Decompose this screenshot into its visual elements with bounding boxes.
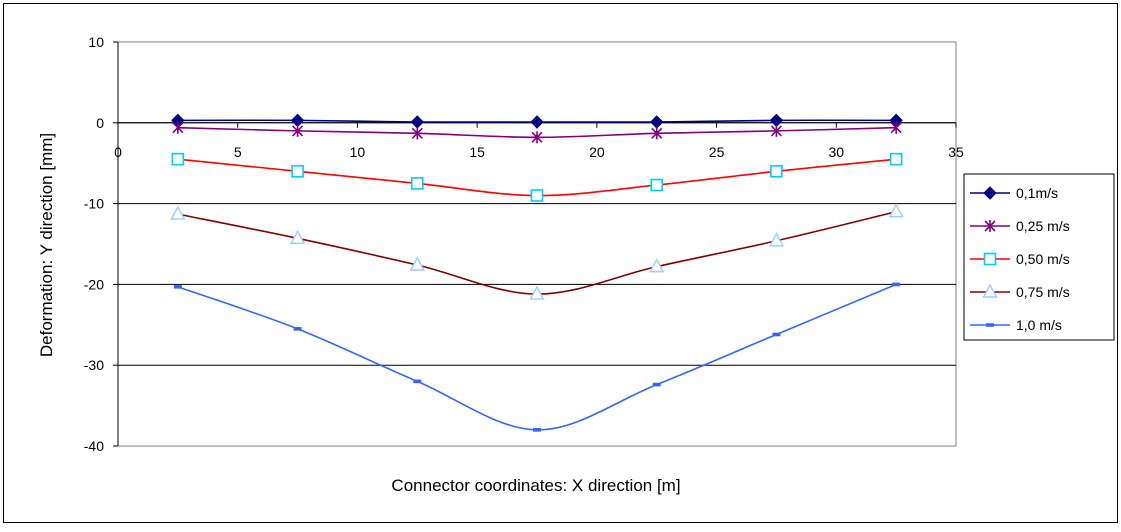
- x-tick-label: 0: [114, 144, 122, 160]
- y-tick-label: 10: [88, 34, 104, 50]
- data-point-marker: [292, 124, 304, 137]
- data-point-marker: [411, 127, 423, 140]
- data-point-marker: [892, 282, 901, 287]
- data-point-marker: [650, 178, 664, 192]
- y-tick-label: 0: [96, 115, 104, 131]
- data-point-marker: [413, 379, 422, 384]
- x-tick-label: 15: [469, 144, 485, 160]
- x-tick-label: 25: [709, 144, 725, 160]
- y-axis-title: Deformation: Y direction [mm]: [37, 133, 56, 357]
- data-point-marker: [984, 220, 996, 232]
- data-point-marker: [651, 127, 663, 140]
- data-point-marker: [410, 177, 424, 190]
- data-point-marker: [982, 283, 998, 298]
- data-point-marker: [533, 428, 541, 432]
- x-axis-title: Connector coordinates: X direction [m]: [391, 476, 680, 495]
- data-point-marker: [772, 332, 781, 337]
- data-point-marker: [983, 186, 997, 200]
- plot-area: [117, 41, 957, 447]
- data-point-marker: [530, 115, 544, 129]
- data-point-marker: [170, 205, 186, 220]
- data-point-marker: [529, 285, 545, 300]
- legend-label: 0,1m/s: [1016, 185, 1058, 201]
- legend-item: 0,25 m/s: [970, 218, 1070, 234]
- legend-label: 0,75 m/s: [1016, 284, 1070, 300]
- data-point-marker: [768, 232, 785, 247]
- data-point-marker: [530, 189, 544, 202]
- legend-label: 0,25 m/s: [1016, 218, 1070, 234]
- data-point-marker: [890, 121, 902, 134]
- legend-label: 0,50 m/s: [1016, 251, 1070, 267]
- series-layer: [170, 113, 904, 432]
- series-2: [172, 121, 902, 144]
- x-tick-label: 30: [828, 144, 844, 160]
- legend-item: 0,1m/s: [970, 185, 1058, 201]
- y-tick-label: -30: [84, 357, 104, 373]
- data-point-marker: [888, 203, 904, 218]
- series-3: [171, 152, 903, 202]
- data-point-marker: [983, 252, 997, 266]
- y-tick-label: -10: [84, 196, 104, 212]
- x-tick-label: 20: [589, 144, 605, 160]
- data-point-marker: [531, 131, 543, 144]
- data-point-marker: [986, 323, 994, 327]
- x-tick-label: 5: [234, 144, 242, 160]
- data-point-marker: [289, 229, 306, 245]
- data-point-marker: [409, 256, 425, 271]
- data-point-marker: [173, 285, 182, 289]
- data-point-marker: [770, 164, 783, 178]
- y-tick-label: -20: [84, 276, 104, 292]
- legend-item: 1,0 m/s: [970, 317, 1062, 333]
- legend: 0,1m/s 0,25 m/s 0,50 m/s 0,75 m/s 1,0 m/s: [970, 185, 1070, 333]
- x-tick-label: 10: [350, 144, 366, 160]
- legend-item: 0,50 m/s: [970, 251, 1070, 267]
- data-point-marker: [172, 121, 184, 134]
- series-5: [173, 282, 901, 432]
- legend-label: 1,0 m/s: [1016, 317, 1062, 333]
- data-point-marker: [889, 152, 903, 166]
- x-tick-label: 35: [948, 144, 964, 160]
- series-4: [170, 203, 904, 300]
- data-point-marker: [293, 327, 302, 331]
- data-point-marker: [652, 382, 661, 387]
- y-tick-label: -40: [84, 438, 104, 454]
- data-point-marker: [291, 164, 304, 178]
- legend-item: 0,75 m/s: [970, 283, 1070, 300]
- data-point-marker: [171, 152, 185, 166]
- data-point-marker: [649, 258, 665, 273]
- data-point-marker: [770, 124, 782, 137]
